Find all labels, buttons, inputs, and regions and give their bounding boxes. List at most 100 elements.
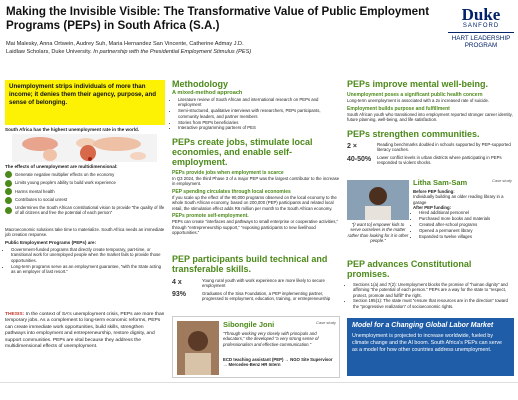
bullet: Interactive programming partners of PES [178, 125, 340, 130]
constitution: PEP advances Constitutional promises. Se… [347, 259, 514, 310]
peps-title: Public Employment Programs (PEPs) are: [5, 240, 97, 245]
before-label: Before PEP funding: [413, 189, 455, 194]
map-land [80, 145, 96, 161]
case-quote: “[I want to] empower kids to serve ourse… [347, 222, 409, 244]
effect-row: Contributes to social unrest [5, 196, 165, 204]
bullet: Opened a permanent library [419, 228, 513, 233]
stat-value: 2 × [347, 142, 357, 150]
photo [177, 321, 219, 375]
map-land [130, 152, 146, 160]
effect-icon [5, 206, 12, 214]
jobs: PEPs create jobs, stimulate local econom… [172, 137, 340, 236]
model-box: Model for a Changing Global Labor Market… [347, 318, 514, 376]
communities-title: PEPs strengthen communities. [347, 129, 480, 139]
effect-row: Generate negative multiplier effects on … [5, 171, 165, 178]
stat-value: 40-50% [347, 155, 372, 163]
section-heading: Employment builds purpose and fulfillmen… [347, 105, 450, 112]
stat-row: 93% Graduates of the Sisa Foundation, a P… [172, 291, 340, 302]
bullet: Semi-structured, qualitative interviews … [178, 108, 340, 119]
effect-row: Harms mental health [5, 188, 165, 195]
section-text: If you scale up the effect of the 90,000… [172, 194, 337, 211]
case-name: Litha Sam-Sam [413, 178, 468, 187]
thesis: THESIS: In the context of SA's unemploym… [5, 312, 165, 350]
model-text: Unemployment is projected to increase wo… [352, 333, 502, 353]
map-land [43, 149, 57, 161]
effect-text: Generate negative multiplier effects on … [15, 171, 115, 177]
model-title: Model for a Changing Global Labor Market [352, 322, 494, 329]
bullet: Stories from PEPs beneficiaries [178, 120, 340, 125]
constitution-bullets: Sections 1(a) and 7(2): Unemployment blo… [347, 282, 514, 309]
effect-row: Limits young people's ability to build w… [5, 179, 165, 187]
skills-stats: 4 x Young rural youth with work experienc… [172, 278, 340, 301]
stat-row: 4 x Young rural youth with work experienc… [172, 278, 340, 289]
stat-row: 40-50% Lower conflict levels in urban dis… [347, 155, 514, 166]
section-heading: PEPs provide jobs when employment is sca… [172, 169, 284, 176]
logo-program: HART LEADERSHIP PROGRAM [451, 34, 511, 50]
stat-value: 93% [172, 291, 187, 299]
affiliation: Laidlaw Scholars, Duke University. [6, 49, 92, 55]
methodology-bullets: Literature review of South African and i… [172, 97, 340, 131]
case-tag: Case study [491, 178, 512, 183]
section-text: In Q3 2024, the third Phase 3 of a major… [172, 175, 340, 187]
effect-row: Undermines the South African constitutio… [5, 205, 165, 216]
case-sibongile: Sibongile Joni Case study “Through worki… [172, 316, 340, 378]
before-text: Individually building an older reading l… [413, 194, 504, 205]
bullet: Purchased more books and materials [419, 216, 513, 221]
case-tag: Case study [315, 320, 336, 325]
map-highlight [88, 157, 92, 161]
effects-title: The effects of unemployment are multidim… [5, 164, 118, 169]
bullet: Section 195(1): The state must “ensure t… [353, 298, 514, 309]
intro-paragraph: Macroeconomic solutions take time to mat… [5, 227, 165, 238]
bullet: Long-term programs serve as an employmen… [11, 264, 165, 275]
author-line-2: Laidlaw Scholars, Duke University. In pa… [6, 49, 436, 56]
communities-stats: 2 × Reading benchmarks doubled in schools… [347, 142, 514, 165]
wellbeing-title: PEPs improve mental well-being. [347, 79, 489, 89]
after-label: After PEP funding: [413, 205, 452, 211]
skills: PEP participants build technical and tra… [172, 254, 340, 303]
case-litha: “[I want to] empower kids to serve ourse… [347, 178, 514, 256]
title: Making the Invisible Visible: The Transf… [6, 5, 430, 32]
logo-duke: Duke [461, 5, 501, 24]
effect-icon [5, 196, 12, 204]
bullet: Literature review of South African and i… [178, 97, 340, 108]
stat-text: Reading benchmarks doubled in schools su… [377, 141, 511, 153]
logo-school: SANFORD [448, 23, 514, 33]
thesis-text: In the context of SA's unemployment cris… [5, 312, 165, 349]
bullet: Government-funded programs that directly… [11, 247, 165, 263]
case-details: Before PEP funding: Individually buildin… [413, 189, 513, 240]
effects-list: Generate negative multiplier effects on … [5, 171, 165, 217]
map-land [93, 137, 141, 151]
photo-body [365, 206, 391, 220]
bullet: Created after-school programs [419, 222, 513, 227]
effect-text: Limits young people's ability to build w… [15, 180, 116, 186]
methodology-title: Methodology [172, 79, 228, 89]
effect-text: Undermines the South African constitutio… [15, 205, 165, 216]
map-caption: South Africa has the highest unemploymen… [5, 127, 140, 132]
methodology: Methodology A mixed-method approach Lite… [172, 79, 340, 131]
skills-title: PEP participants build technical and tra… [172, 254, 328, 274]
section-text: Long-term unemployment is associated wit… [347, 98, 490, 104]
authors: Mai Malesky, Anna Ortwein, Audrey Suh, M… [6, 41, 244, 47]
section-text: South African youth who transitioned int… [347, 111, 513, 123]
section-text: PEPs can create “interfaces and pathways… [172, 219, 338, 235]
logo: Duke SANFORD HART LEADERSHIP PROGRAM [448, 6, 514, 50]
section-heading: PEPs promote self-employment. [172, 212, 249, 219]
methodology-subtitle: A mixed-method approach [172, 89, 243, 96]
stat-value: 4 x [172, 278, 182, 286]
case-quote: “Through working very closely with princ… [223, 331, 319, 347]
wellbeing-sections: Unemployment poses a significant public … [347, 92, 514, 123]
after-list: Hired additional personnelPurchased more… [413, 210, 513, 239]
bullet: Hired additional personnel [419, 210, 513, 215]
jobs-title: PEPs create jobs, stimulate local econom… [172, 137, 313, 167]
effect-text: Contributes to social unrest [15, 197, 68, 203]
effect-text: Harms mental health [15, 188, 55, 194]
jobs-sections: PEPs provide jobs when employment is sca… [172, 170, 340, 236]
photo-head [369, 187, 387, 205]
stat-text: Lower conflict levels in urban districts… [377, 154, 502, 165]
effect-icon [5, 179, 12, 187]
stat-text: Young rural youth with work experience a… [202, 277, 325, 289]
photo-body [185, 353, 211, 375]
stat-text: Graduates of the Sisa Foundation, a PEP … [202, 290, 331, 301]
effect-icon [5, 188, 12, 195]
